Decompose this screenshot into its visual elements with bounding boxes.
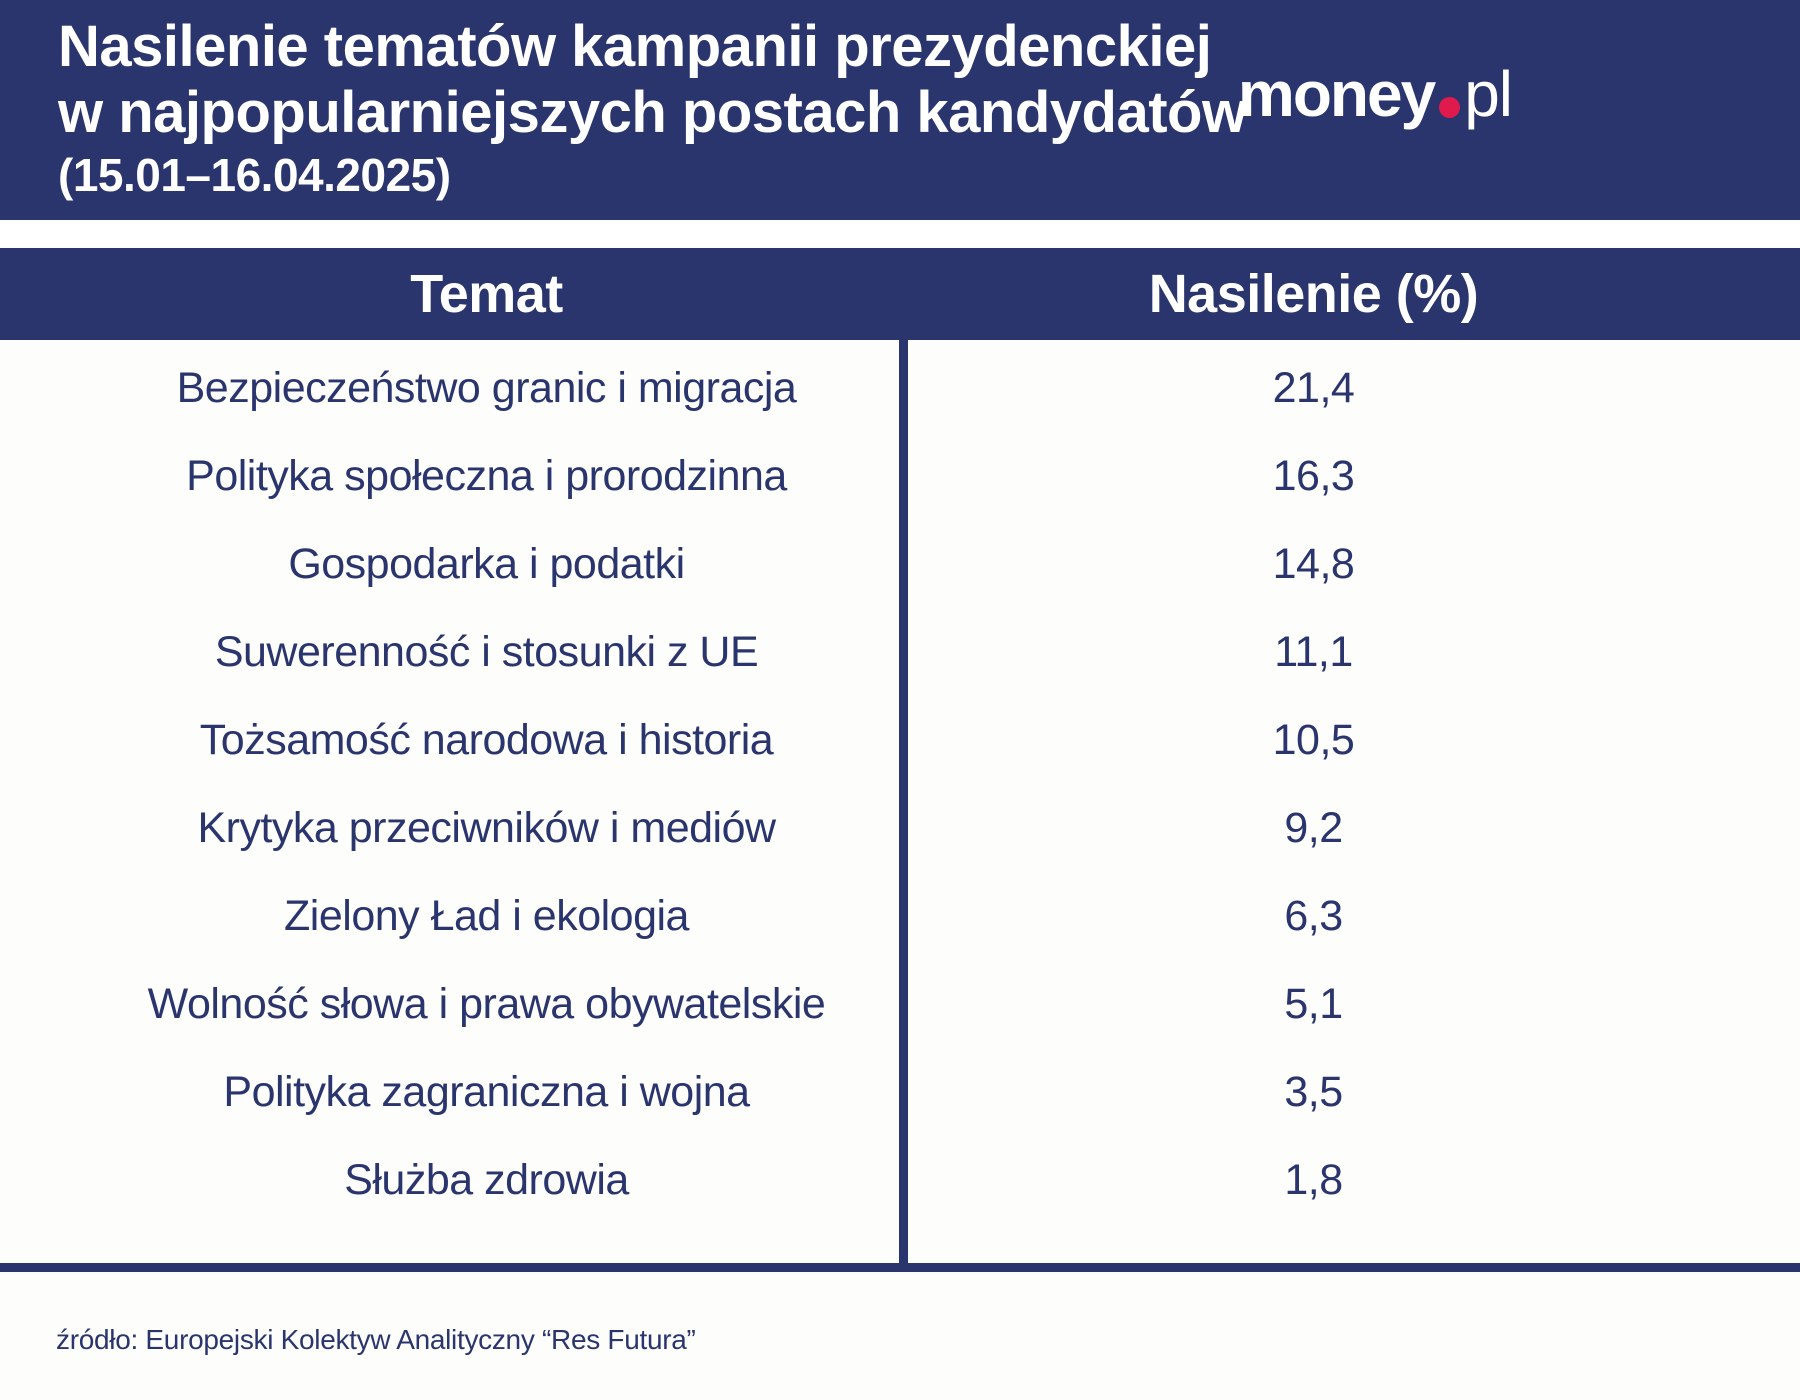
title-line-1: Nasilenie tematów kampanii prezydenckiej <box>58 14 1212 79</box>
value-cell: 1,8 <box>1284 1155 1343 1204</box>
topic-cell: Służba zdrowia <box>344 1155 629 1204</box>
band-gap <box>0 220 1800 248</box>
topic-cell: Polityka zagraniczna i wojna <box>223 1067 750 1116</box>
table-row: Suwerenność i stosunki z UE 11,1 <box>0 608 1800 696</box>
table-row: Polityka społeczna i prorodzinna 16,3 <box>0 432 1800 520</box>
value-cell: 16,3 <box>1272 451 1355 500</box>
value-cell: 11,1 <box>1274 627 1353 676</box>
topic-cell: Zielony Ład i ekologia <box>284 891 689 940</box>
title-line-2: w najpopularniejszych postach kandydatów <box>58 80 1247 145</box>
topic-cell: Suwerenność i stosunki z UE <box>214 627 759 676</box>
topic-cell: Polityka społeczna i prorodzinna <box>186 451 787 500</box>
value-cell: 9,2 <box>1284 803 1343 852</box>
column-divider <box>899 340 908 1263</box>
title-date-range: (15.01–16.04.2025) <box>58 149 451 201</box>
table-row: Bezpieczeństwo granic i migracja 21,4 <box>0 344 1800 432</box>
table-row: Polityka zagraniczna i wojna 3,5 <box>0 1048 1800 1136</box>
table-row: Służba zdrowia 1,8 <box>0 1136 1800 1224</box>
column-header-temat: Temat <box>410 264 563 324</box>
topic-cell: Krytyka przeciwników i mediów <box>197 803 776 852</box>
logo-text-pl: pl <box>1464 58 1513 130</box>
value-cell: 6,3 <box>1284 891 1343 940</box>
table-header-row: Temat Nasilenie (%) <box>0 248 1800 340</box>
value-cell: 10,5 <box>1272 715 1355 764</box>
topic-cell: Wolność słowa i prawa obywatelskie <box>147 979 826 1028</box>
table-row: Krytyka przeciwników i mediów 9,2 <box>0 784 1800 872</box>
source-note: źródło: Europejski Kolektyw Analityczny … <box>56 1324 696 1355</box>
logo-dot-icon <box>1439 97 1461 118</box>
bottom-rule <box>0 1263 1800 1272</box>
logo-text-money: money <box>1237 58 1436 130</box>
table-row: Gospodarka i podatki 14,8 <box>0 520 1800 608</box>
value-cell: 21,4 <box>1272 363 1355 412</box>
topic-cell: Gospodarka i podatki <box>288 539 685 588</box>
moneypl-logo: money pl <box>1238 62 1513 126</box>
table-row: Zielony Ład i ekologia 6,3 <box>0 872 1800 960</box>
topic-cell: Tożsamość narodowa i historia <box>199 715 774 764</box>
column-header-nasilenie: Nasilenie (%) <box>1148 264 1479 324</box>
topic-cell: Bezpieczeństwo granic i migracja <box>176 363 797 412</box>
table-row: Tożsamość narodowa i historia 10,5 <box>0 696 1800 784</box>
table-body: Bezpieczeństwo granic i migracja 21,4 Poli… <box>0 340 1800 1263</box>
page-title: Nasilenie tematów kampanii prezydenckiej… <box>58 14 1247 202</box>
table-row: Wolność słowa i prawa obywatelskie 5,1 <box>0 960 1800 1048</box>
value-cell: 3,5 <box>1284 1067 1343 1116</box>
value-cell: 14,8 <box>1272 539 1355 588</box>
title-band: Nasilenie tematów kampanii prezydenckiej… <box>0 0 1800 220</box>
value-cell: 5,1 <box>1284 979 1343 1028</box>
